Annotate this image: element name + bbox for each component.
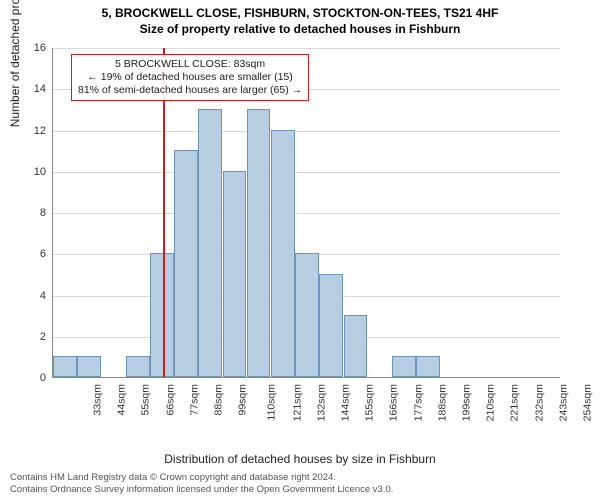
x-tick-label: 254sqm [581, 384, 593, 421]
histogram-bar [416, 356, 440, 377]
footer: Contains HM Land Registry data © Crown c… [10, 472, 590, 496]
annotation-box: 5 BROCKWELL CLOSE: 83sqm ← 19% of detach… [71, 54, 309, 101]
x-tick-label: 188sqm [436, 384, 448, 421]
x-tick-label: 99sqm [237, 384, 249, 416]
x-axis-label: Distribution of detached houses by size … [0, 452, 600, 466]
x-tick-label: 144sqm [339, 384, 351, 421]
histogram-bar [53, 356, 77, 377]
y-tick-label: 2 [16, 331, 46, 343]
histogram-bar [392, 356, 416, 377]
x-tick-label: 243sqm [557, 384, 569, 421]
y-tick-label: 6 [16, 248, 46, 260]
annotation-line1: 5 BROCKWELL CLOSE: 83sqm [78, 58, 302, 71]
x-tick-label: 210sqm [485, 384, 497, 421]
x-tick-label: 177sqm [412, 384, 424, 421]
footer-line2: Contains Ordnance Survey information lic… [10, 484, 590, 496]
histogram-bar [319, 274, 343, 377]
y-tick-label: 4 [16, 290, 46, 302]
y-axis-label: Number of detached properties [8, 0, 22, 127]
x-tick-label: 199sqm [460, 384, 472, 421]
histogram-bar [295, 253, 319, 377]
x-tick-label: 88sqm [213, 384, 225, 416]
plot-area: 5 BROCKWELL CLOSE: 83sqm ← 19% of detach… [52, 48, 560, 378]
annotation-line2: ← 19% of detached houses are smaller (15… [78, 71, 302, 84]
histogram-bar [223, 171, 247, 377]
footer-line1: Contains HM Land Registry data © Crown c… [10, 472, 590, 484]
y-tick-label: 0 [16, 372, 46, 384]
y-tick-label: 12 [16, 125, 46, 137]
histogram-bar [150, 253, 174, 377]
x-tick-label: 77sqm [188, 384, 200, 416]
x-tick-label: 110sqm [266, 384, 278, 421]
histogram-bar [77, 356, 101, 377]
x-tick-label: 166sqm [388, 384, 400, 421]
x-tick-label: 155sqm [364, 384, 376, 421]
y-tick-label: 10 [16, 166, 46, 178]
x-tick-label: 33sqm [92, 384, 104, 416]
x-tick-label: 221sqm [509, 384, 521, 421]
histogram-bar [174, 150, 198, 377]
histogram-bar [247, 109, 271, 377]
x-tick-label: 132sqm [315, 384, 327, 421]
x-tick-label: 232sqm [533, 384, 545, 421]
x-tick-label: 121sqm [291, 384, 303, 421]
y-tick-label: 14 [16, 83, 46, 95]
histogram-bar [271, 130, 295, 378]
title-address: 5, BROCKWELL CLOSE, FISHBURN, STOCKTON-O… [0, 6, 600, 20]
histogram-bar [198, 109, 222, 377]
x-tick-label: 55sqm [140, 384, 152, 416]
chart-area: 5 BROCKWELL CLOSE: 83sqm ← 19% of detach… [52, 48, 560, 378]
title-block: 5, BROCKWELL CLOSE, FISHBURN, STOCKTON-O… [0, 0, 600, 36]
annotation-line3: 81% of semi-detached houses are larger (… [78, 84, 302, 97]
y-tick-label: 8 [16, 207, 46, 219]
histogram-bar [126, 356, 150, 377]
histogram-bar [344, 315, 368, 377]
x-tick-label: 44sqm [116, 384, 128, 416]
x-tick-label: 66sqm [164, 384, 176, 416]
title-subtitle: Size of property relative to detached ho… [0, 22, 600, 36]
y-tick-label: 16 [16, 42, 46, 54]
